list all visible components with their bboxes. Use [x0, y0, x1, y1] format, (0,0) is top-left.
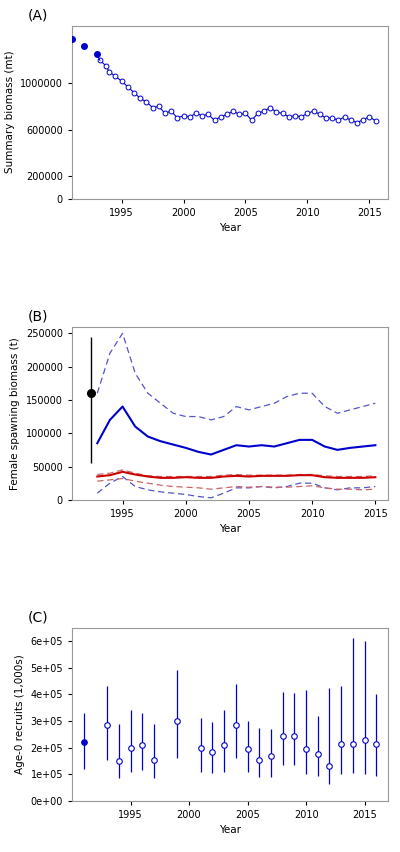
Text: (C): (C) [28, 610, 48, 625]
Text: (B): (B) [28, 309, 48, 323]
Y-axis label: Female spawning biomass (t): Female spawning biomass (t) [10, 337, 20, 490]
X-axis label: Year: Year [219, 826, 241, 836]
X-axis label: Year: Year [219, 525, 241, 534]
Y-axis label: Summary biomass (mt): Summary biomass (mt) [4, 51, 14, 174]
Text: (A): (A) [28, 9, 48, 22]
X-axis label: Year: Year [219, 223, 241, 233]
Y-axis label: Age-0 recruits (1,000s): Age-0 recruits (1,000s) [15, 654, 25, 774]
